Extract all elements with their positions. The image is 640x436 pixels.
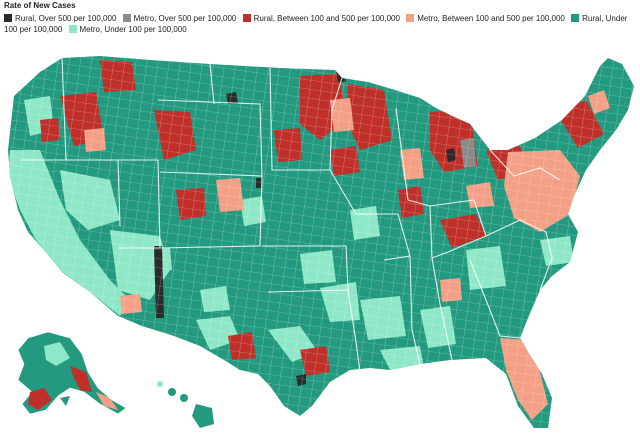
hawaii-island-2 [168,388,176,396]
legend-item-metro-over-500: Metro, Over 500 per 100,000 [122,14,239,23]
legend-item-rural-100-500: Rural, Between 100 and 500 per 100,000 [242,14,403,23]
alaska-rural-high-region [70,366,92,392]
legend-swatch-rural-100-500 [242,14,251,22]
hawaii-island-1 [157,381,163,387]
hawaii [157,381,214,428]
legend-label-rural-over-500: Rural, Over 500 per 100,000 [15,14,117,23]
alaska-metro-region [44,342,70,366]
legend-swatch-metro-under-100 [68,25,77,33]
legend-swatch-metro-over-500 [122,14,131,22]
hawaii-big-island [192,404,214,428]
hawaii-island-3 [180,394,188,402]
alaska [17,331,127,415]
legend-swatch-metro-100-500 [406,14,415,22]
legend-item-rural-under-100: Rural, Under 100 per 100,000 [4,14,627,34]
map-legend: Rate of New Cases Rural, Over 500 per 10… [4,1,636,35]
alaska-metro-mid-region [96,392,118,410]
legend-label-metro-over-500: Metro, Over 500 per 100,000 [133,14,237,23]
legend-items: Rural, Over 500 per 100,000 Metro, Over … [4,13,636,35]
legend-swatch-rural-under-100 [571,14,580,22]
legend-label-rural-100-500: Rural, Between 100 and 500 per 100,000 [253,14,400,23]
legend-swatch-rural-over-500 [4,14,12,22]
legend-title: Rate of New Cases [4,1,76,10]
legend-label-metro-100-500: Metro, Between 100 and 500 per 100,000 [417,14,565,23]
legend-label-metro-under-100: Metro, Under 100 per 100,000 [79,25,187,34]
legend-item-rural-over-500: Rural, Over 500 per 100,000 [4,14,119,23]
alaska-islands [60,396,70,406]
state-boundaries [20,57,561,373]
legend-label-rural-under-100: Rural, Under 100 per 100,000 [4,14,628,34]
legend-item-metro-100-500: Metro, Between 100 and 500 per 100,000 [406,14,567,23]
alaska-rural-high-region-2 [28,388,52,410]
legend-item-metro-under-100: Metro, Under 100 per 100,000 [68,25,187,34]
